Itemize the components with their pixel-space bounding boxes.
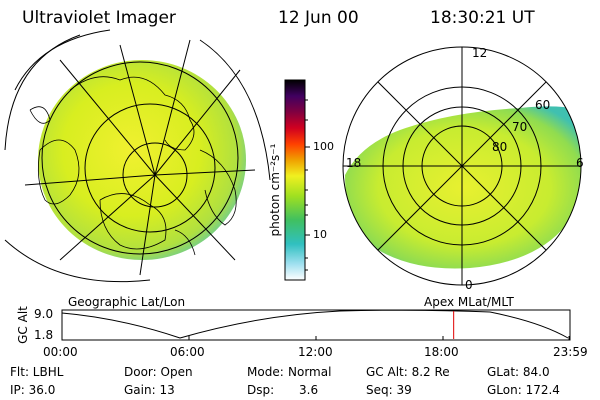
mag-panel-caption: Apex MLat/MLT <box>424 295 514 309</box>
colorbar-ramp <box>284 79 306 281</box>
timeline-xtick-1800: 18:00 <box>424 345 459 359</box>
time-label: 18:30:21 UT <box>430 8 535 28</box>
geo-grid <box>4 29 271 283</box>
glon-readout: GLon: 172.4 <box>487 383 560 397</box>
colorbar-ticks <box>305 99 310 271</box>
ip-readout: IP: 36.0 <box>10 383 56 397</box>
colorbar-unit-label: photon cm⁻²s⁻¹ <box>268 143 282 237</box>
geo-panel <box>4 29 271 283</box>
colorbar-tick-10: 10 <box>313 228 327 241</box>
mode-label: Mode: <box>247 365 284 379</box>
timeline-axis-label: GC Alt <box>16 306 30 344</box>
timeline-xtick-0000: 00:00 <box>43 345 78 359</box>
mlt-label-18: 18 <box>346 156 362 170</box>
door-readout: Door: Open <box>124 365 193 379</box>
mlt-label-12: 12 <box>472 46 488 60</box>
lat-label-60: 60 <box>535 98 551 112</box>
mag-panel <box>342 46 582 286</box>
instrument-title: Ultraviolet Imager <box>22 8 176 28</box>
glat-readout: GLat: 84.0 <box>487 365 550 379</box>
date-label: 12 Jun 00 <box>278 8 359 28</box>
seq-readout: Seq: 39 <box>366 383 412 397</box>
colorbar <box>284 79 310 281</box>
timeline-ytick-min: 1.8 <box>34 328 54 342</box>
colorbar-tick-100: 100 <box>313 140 334 153</box>
timeline-xtick-1200: 12:00 <box>298 345 333 359</box>
mlt-label-0: 0 <box>465 278 473 292</box>
timeline-xtick-2359: 23:59 <box>553 345 588 359</box>
lat-label-80: 80 <box>492 140 508 154</box>
gain-readout: Gain: 13 <box>124 383 175 397</box>
gc-alt-readout: GC Alt: 8.2 Re <box>366 365 450 379</box>
filter-readout: Flt: LBHL <box>10 365 64 379</box>
altitude-curve <box>61 309 569 339</box>
mag-grid <box>342 46 582 286</box>
coastline-outline <box>29 76 237 256</box>
geo-panel-caption: Geographic Lat/Lon <box>68 295 186 309</box>
timeline-ytick-max: 9.0 <box>34 307 54 321</box>
timeline-xtick-0600: 06:00 <box>170 345 205 359</box>
mlt-label-6: 6 <box>576 156 584 170</box>
timeline-ticks <box>61 336 570 340</box>
timeline-panel <box>61 309 571 341</box>
lat-label-70: 70 <box>512 120 528 134</box>
dsp-label: Dsp: <box>247 383 275 397</box>
mode-value: Normal <box>288 365 332 379</box>
timeline-frame <box>61 309 571 341</box>
dsp-value: 3.6 <box>299 383 319 397</box>
